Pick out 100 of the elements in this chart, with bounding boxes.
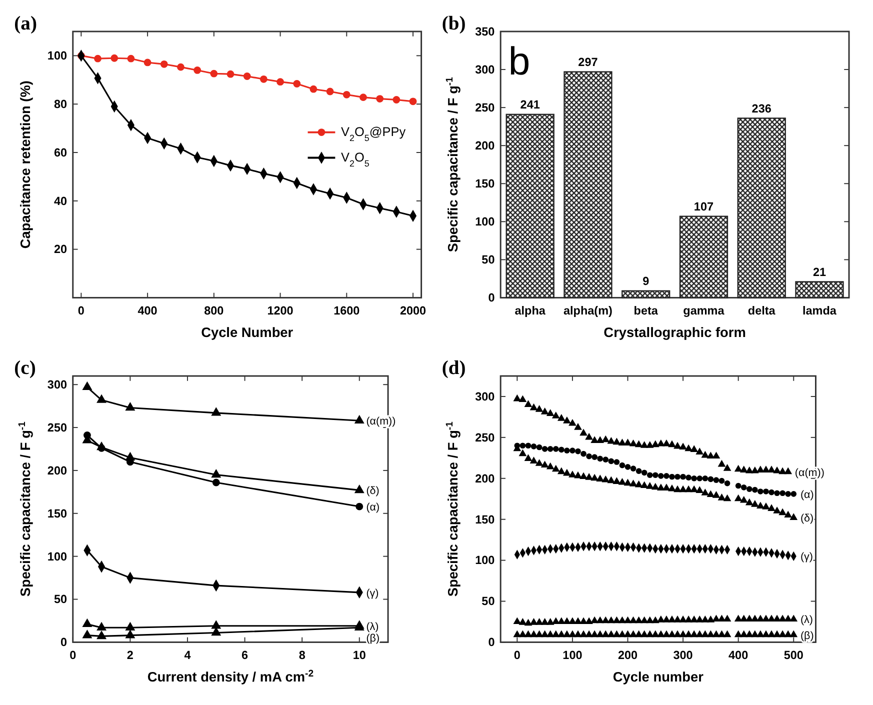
bar bbox=[679, 216, 728, 298]
data-label: 21 bbox=[812, 266, 826, 279]
point bbox=[211, 407, 222, 416]
point bbox=[790, 491, 797, 497]
point bbox=[762, 466, 770, 472]
point bbox=[211, 468, 222, 478]
point bbox=[762, 630, 770, 638]
point bbox=[735, 482, 742, 489]
point bbox=[524, 630, 532, 638]
point bbox=[701, 450, 710, 458]
y-tick-label: 250 bbox=[475, 431, 496, 444]
point bbox=[768, 614, 776, 622]
point bbox=[392, 96, 400, 104]
point bbox=[354, 484, 364, 494]
point bbox=[773, 466, 781, 474]
point bbox=[668, 440, 676, 448]
point bbox=[597, 456, 604, 462]
y-tick-label: 300 bbox=[475, 390, 496, 404]
point bbox=[564, 448, 570, 454]
point bbox=[574, 617, 582, 624]
point bbox=[768, 489, 774, 496]
point bbox=[574, 471, 582, 478]
point bbox=[360, 94, 367, 102]
point bbox=[546, 618, 554, 625]
series-label: (γ) bbox=[366, 587, 379, 600]
point bbox=[773, 506, 781, 514]
point bbox=[712, 491, 720, 498]
point bbox=[82, 630, 92, 638]
y-tick-label: 0 bbox=[60, 636, 68, 650]
series-label: (λ) bbox=[366, 620, 379, 633]
bar bbox=[622, 290, 670, 298]
point bbox=[586, 453, 592, 460]
y-axis-title: Capacitance retention (%) bbox=[18, 80, 33, 249]
point bbox=[194, 66, 202, 74]
point bbox=[580, 617, 588, 624]
x-tick-label: 0 bbox=[78, 304, 85, 318]
point bbox=[668, 630, 676, 638]
point bbox=[96, 630, 107, 640]
point bbox=[618, 478, 626, 485]
series-label: (α) bbox=[800, 488, 814, 501]
point bbox=[784, 510, 792, 518]
point bbox=[752, 486, 758, 493]
point bbox=[774, 490, 780, 496]
point bbox=[746, 486, 752, 492]
point bbox=[596, 474, 604, 482]
point bbox=[784, 467, 792, 474]
point bbox=[596, 436, 604, 443]
point bbox=[125, 622, 136, 630]
point bbox=[575, 448, 581, 454]
x-tick-label: 400 bbox=[138, 304, 158, 318]
point bbox=[718, 630, 726, 638]
y-tick-label: 0 bbox=[488, 636, 496, 650]
x-tick-label: 1600 bbox=[334, 304, 360, 318]
x-tick-label: 4 bbox=[184, 648, 192, 662]
point bbox=[718, 494, 726, 500]
y-tick-label: 100 bbox=[47, 50, 68, 63]
point bbox=[535, 630, 544, 638]
point bbox=[530, 618, 538, 625]
point bbox=[310, 85, 318, 93]
point bbox=[723, 464, 732, 471]
x-axis-title: Current density / mA cm$^{-2}$ bbox=[147, 668, 314, 684]
point bbox=[696, 475, 703, 482]
point bbox=[547, 446, 554, 452]
point bbox=[552, 446, 559, 452]
point bbox=[524, 400, 532, 407]
point bbox=[546, 462, 554, 470]
point bbox=[646, 482, 654, 489]
point bbox=[712, 630, 720, 638]
x-axis-title: Crystallographic form bbox=[604, 324, 746, 340]
point bbox=[552, 412, 560, 418]
point bbox=[718, 478, 725, 484]
point bbox=[552, 464, 560, 472]
point bbox=[276, 78, 284, 86]
point bbox=[651, 482, 660, 490]
point bbox=[520, 442, 526, 449]
bar bbox=[737, 118, 786, 298]
point bbox=[640, 481, 648, 488]
x-tick-label: 6 bbox=[242, 648, 249, 662]
y-tick-label: 50 bbox=[482, 254, 496, 267]
x-tick-label: alpha bbox=[514, 304, 546, 318]
series-label: (λ) bbox=[800, 614, 814, 626]
point bbox=[607, 436, 616, 444]
point bbox=[530, 456, 538, 464]
point bbox=[585, 473, 593, 480]
point bbox=[211, 627, 222, 636]
point bbox=[546, 409, 554, 416]
point bbox=[762, 614, 770, 622]
legend-label: V$_{2}$O$_{5}$ bbox=[341, 150, 370, 169]
y-tick-label: 250 bbox=[475, 101, 496, 114]
point bbox=[718, 460, 726, 467]
y-tick-label: 20 bbox=[54, 243, 68, 256]
point bbox=[524, 454, 532, 461]
point bbox=[629, 630, 638, 638]
point bbox=[756, 502, 764, 509]
x-tick-label: 0 bbox=[514, 648, 521, 662]
point bbox=[785, 491, 792, 497]
point bbox=[723, 630, 732, 638]
point bbox=[535, 405, 544, 412]
point bbox=[636, 468, 642, 474]
point bbox=[558, 446, 564, 453]
